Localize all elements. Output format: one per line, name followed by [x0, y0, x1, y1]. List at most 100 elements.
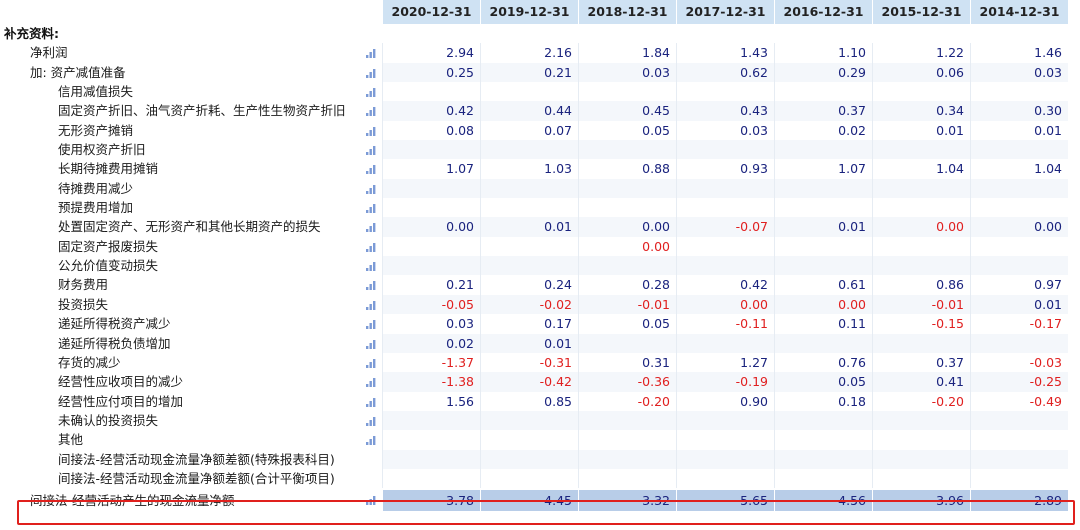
row-label-cell: 存货的减少: [0, 353, 382, 372]
bar-chart-icon[interactable]: [366, 203, 376, 214]
value-cell: [970, 430, 1068, 450]
row-label-cell: 信用减值损失: [0, 82, 382, 101]
table-row: 财务费用 0.21 0.24 0.28 0.42 0.61 0.86 0.97: [0, 275, 1080, 295]
year-header[interactable]: 2015-12-31: [872, 0, 970, 24]
value-cell: [578, 449, 676, 469]
bar-chart-icon[interactable]: [366, 300, 376, 310]
row-label-cell: 固定资产折旧、油气资产折耗、生产性生物资产折旧: [0, 101, 382, 120]
value-cell: [480, 430, 578, 450]
bar-chart-icon[interactable]: [366, 377, 376, 388]
row-label-cell: 使用权资产折旧: [0, 140, 382, 159]
value-cell: 2.16: [480, 43, 578, 63]
value-cell: [872, 449, 970, 469]
bar-chart-icon[interactable]: [366, 145, 376, 156]
value-cell: [382, 140, 480, 160]
value-cell: [676, 82, 774, 102]
table-row: 间接法-经营活动现金流量净额差额(合计平衡项目): [0, 468, 1080, 489]
value-cell: [676, 468, 774, 489]
year-header[interactable]: 2016-12-31: [774, 0, 872, 24]
value-cell: 1.43: [676, 43, 774, 63]
value-cell: -0.05: [382, 294, 480, 315]
value-cell: [578, 198, 676, 218]
bar-chart-icon[interactable]: [366, 164, 376, 175]
table-row: 未确认的投资损失: [0, 410, 1080, 431]
table-row: 经营性应付项目的增加 1.56 0.85 -0.20 0.90 0.18 -0.20 -0.4…: [0, 391, 1080, 411]
row-label-cell: 间接法-经营活动现金流量净额差额(合计平衡项目): [0, 469, 382, 488]
value-cell: 0.93: [676, 159, 774, 179]
value-cell: 0.00: [578, 217, 676, 237]
value-cell: [872, 333, 970, 353]
row-label: 投资损失: [58, 296, 109, 312]
year-header[interactable]: 2017-12-31: [676, 0, 774, 24]
row-label-cell: 预提费用增加: [0, 198, 382, 217]
bar-chart-icon[interactable]: [366, 261, 376, 272]
value-cell: [774, 236, 872, 257]
value-cell: 0.00: [872, 217, 970, 237]
row-label-cell: 递延所得税资产减少: [0, 314, 382, 333]
value-cell: 0.05: [578, 314, 676, 334]
year-header[interactable]: 2018-12-31: [578, 0, 676, 24]
value-cell: 0.34: [872, 101, 970, 121]
value-cell: [578, 140, 676, 160]
value-cell: 0.03: [676, 120, 774, 141]
value-cell: [382, 198, 480, 218]
bar-chart-icon[interactable]: [366, 397, 376, 407]
value-cell: [872, 140, 970, 160]
value-cell: -0.15: [872, 314, 970, 334]
bar-chart-icon[interactable]: [366, 126, 376, 136]
table-row: 长期待摊费用摊销 1.07 1.03 0.88 0.93 1.07 1.04 1.04: [0, 159, 1080, 179]
year-header[interactable]: 2014-12-31: [970, 0, 1068, 24]
row-label-cell: 递延所得税负债增加: [0, 334, 382, 353]
year-header[interactable]: 2020-12-31: [382, 0, 480, 24]
row-label-cell: 净利润: [0, 43, 382, 62]
row-label-cell: 投资损失: [0, 295, 382, 314]
bar-chart-icon[interactable]: [366, 319, 376, 330]
value-cell: -0.49: [970, 391, 1068, 411]
year-header[interactable]: 2019-12-31: [480, 0, 578, 24]
value-cell: -0.07: [676, 217, 774, 237]
value-cell: 5.65: [676, 490, 774, 512]
value-cell: 0.28: [578, 275, 676, 295]
value-cell: -0.03: [970, 352, 1068, 373]
value-cell: 4.45: [480, 490, 578, 512]
bar-chart-icon[interactable]: [366, 416, 376, 426]
value-cell: 0.41: [872, 372, 970, 392]
bar-chart-icon[interactable]: [366, 339, 376, 349]
bar-chart-icon[interactable]: [366, 242, 376, 252]
bar-chart-icon[interactable]: [366, 68, 376, 78]
row-label: 预提费用增加: [58, 200, 134, 216]
value-cell: 3.32: [578, 490, 676, 512]
value-cell: [480, 140, 578, 160]
value-cell: [578, 468, 676, 489]
value-cell: 0.30: [970, 101, 1068, 121]
bar-chart-icon[interactable]: [366, 48, 376, 59]
value-cell: -0.17: [970, 314, 1068, 334]
value-cell: 0.03: [578, 62, 676, 83]
value-cell: 2.94: [382, 43, 480, 63]
value-cell: [872, 82, 970, 102]
value-cell: [774, 449, 872, 469]
value-cell: 1.04: [872, 159, 970, 179]
table-row: 间接法-经营活动现金流量净额差额(特殊报表科目): [0, 449, 1080, 469]
row-label: 长期待摊费用摊销: [58, 161, 159, 177]
header-label-blank: [0, 0, 382, 24]
bar-chart-icon[interactable]: [366, 106, 376, 117]
bar-chart-icon[interactable]: [366, 435, 376, 446]
value-cell: 0.01: [480, 333, 578, 353]
bar-chart-icon[interactable]: [366, 87, 376, 98]
bar-chart-icon[interactable]: [366, 495, 376, 506]
table-row: 固定资产折旧、油气资产折耗、生产性生物资产折旧 0.42 0.44 0.45 0.43 0…: [0, 101, 1080, 121]
value-cell: [480, 198, 578, 218]
bar-chart-icon[interactable]: [366, 358, 376, 368]
value-cell: [676, 449, 774, 469]
bar-chart-icon[interactable]: [366, 222, 376, 233]
value-cell: [970, 468, 1068, 489]
table-row: 信用减值损失: [0, 82, 1080, 102]
value-cell: [676, 410, 774, 431]
value-cell: [774, 178, 872, 199]
bar-chart-icon[interactable]: [366, 184, 376, 194]
value-cell: -0.42: [480, 372, 578, 392]
bar-chart-icon[interactable]: [366, 280, 376, 291]
value-cell: [578, 82, 676, 102]
value-cell: [578, 333, 676, 353]
